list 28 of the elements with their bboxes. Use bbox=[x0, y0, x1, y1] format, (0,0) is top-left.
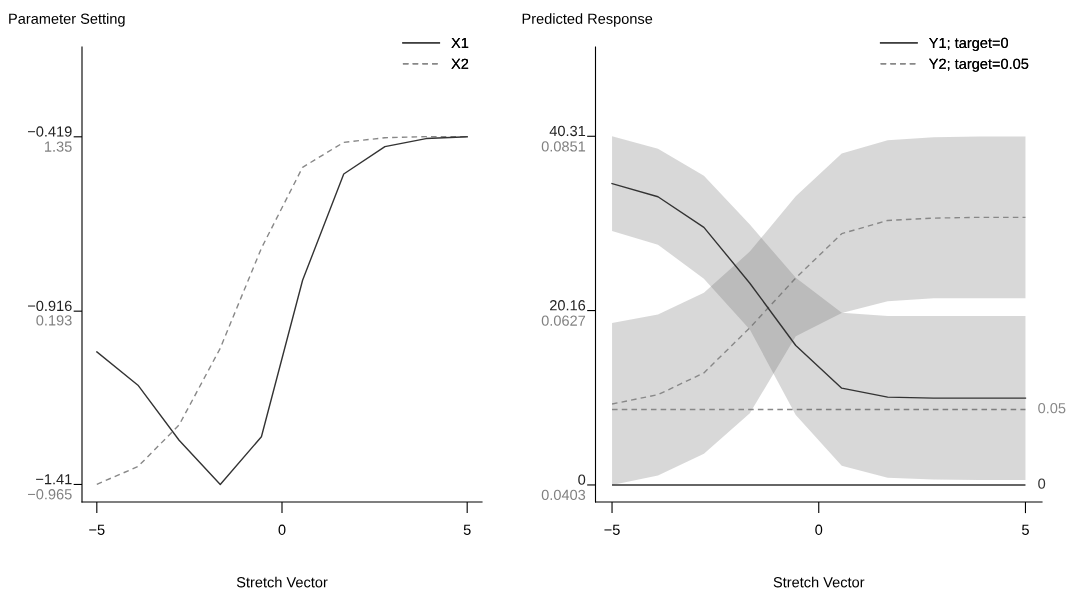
y2-tick-label: 0.0627 bbox=[541, 315, 586, 326]
y2-tick-label: −0.965 bbox=[27, 489, 72, 500]
y-tick-label: −0.419 bbox=[27, 126, 72, 137]
legend-label: X2 bbox=[451, 58, 469, 69]
x-tick-label: 5 bbox=[463, 524, 471, 535]
legend-label: Y1; target=0 bbox=[929, 37, 1009, 51]
y2-tick-label: 0.0851 bbox=[541, 141, 586, 152]
legend-label: Y2; target=0.05 bbox=[929, 58, 1029, 72]
legend-label: X1 bbox=[451, 37, 469, 48]
x-tick-label: −5 bbox=[89, 524, 105, 535]
x-tick-label: −5 bbox=[604, 524, 620, 535]
y2-tick-label: 1.35 bbox=[45, 141, 72, 152]
x-axis-title: Stretch Vector bbox=[236, 576, 328, 588]
ref-line-label: 0 bbox=[1038, 478, 1046, 489]
y-tick-label: 40.31 bbox=[549, 125, 586, 137]
x-tick-label: 0 bbox=[815, 524, 823, 535]
chart-title: Predicted Response bbox=[522, 13, 653, 27]
y-tick-label: −1.41 bbox=[36, 474, 72, 485]
y-tick-label: −0.916 bbox=[27, 300, 72, 312]
ref-line-label: 0.05 bbox=[1038, 403, 1066, 414]
chart-title: Parameter Setting bbox=[9, 13, 125, 27]
x-tick-label: 5 bbox=[1021, 524, 1029, 535]
y-tick-label: 20.16 bbox=[550, 300, 586, 311]
x-tick-label: 0 bbox=[278, 524, 286, 535]
y2-tick-label: 0.193 bbox=[36, 315, 72, 326]
y2-tick-label: 0.0403 bbox=[541, 489, 586, 501]
x-axis-title: Stretch Vector bbox=[773, 576, 865, 588]
y-tick-label: 0 bbox=[578, 474, 586, 485]
